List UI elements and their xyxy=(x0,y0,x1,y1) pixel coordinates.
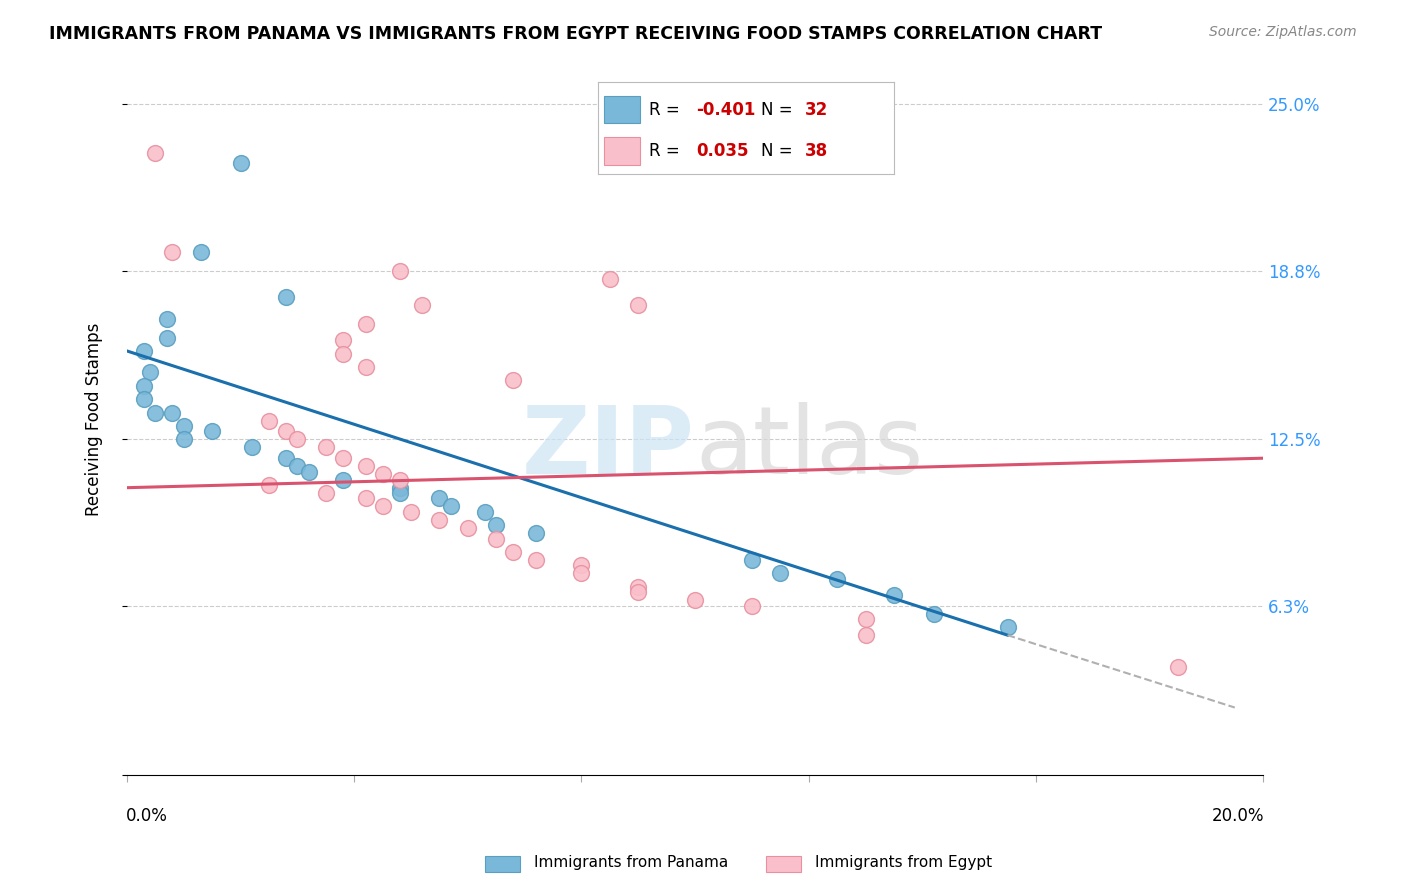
Point xyxy=(173,419,195,434)
Point xyxy=(274,290,297,304)
Point xyxy=(143,406,166,420)
Point xyxy=(627,298,650,312)
Point xyxy=(1167,660,1189,674)
Text: IMMIGRANTS FROM PANAMA VS IMMIGRANTS FROM EGYPT RECEIVING FOOD STAMPS CORRELATIO: IMMIGRANTS FROM PANAMA VS IMMIGRANTS FRO… xyxy=(49,25,1102,43)
Point xyxy=(429,513,451,527)
Point xyxy=(332,451,354,466)
Point xyxy=(388,486,411,500)
Text: Source: ZipAtlas.com: Source: ZipAtlas.com xyxy=(1209,25,1357,39)
Point xyxy=(411,298,433,312)
Point xyxy=(132,379,155,393)
Point xyxy=(429,491,451,506)
Point xyxy=(162,406,184,420)
Point xyxy=(240,441,263,455)
Point xyxy=(571,558,593,573)
Point xyxy=(274,425,297,439)
Point xyxy=(440,500,463,514)
Point xyxy=(855,628,877,642)
Point xyxy=(285,433,308,447)
Text: 20.0%: 20.0% xyxy=(1212,806,1264,824)
Point xyxy=(769,566,792,581)
Point xyxy=(315,486,337,500)
Point xyxy=(371,500,394,514)
Point xyxy=(502,374,524,388)
Point xyxy=(388,481,411,495)
Point xyxy=(257,414,280,428)
Point xyxy=(571,566,593,581)
Point xyxy=(354,317,377,331)
Point xyxy=(457,521,479,535)
Point xyxy=(274,451,297,466)
Point xyxy=(285,459,308,474)
Point xyxy=(257,478,280,492)
Text: Immigrants from Egypt: Immigrants from Egypt xyxy=(815,855,993,870)
Point xyxy=(599,271,621,285)
Y-axis label: Receiving Food Stamps: Receiving Food Stamps xyxy=(86,323,103,516)
Text: 0.0%: 0.0% xyxy=(125,806,167,824)
Point xyxy=(485,532,508,546)
Point xyxy=(399,505,422,519)
Text: atlas: atlas xyxy=(695,401,924,494)
Point xyxy=(741,553,763,567)
Point xyxy=(485,518,508,533)
Point xyxy=(388,263,411,277)
Point xyxy=(388,473,411,487)
Point xyxy=(474,505,496,519)
Point xyxy=(922,607,945,621)
Point xyxy=(162,244,184,259)
Point xyxy=(143,145,166,160)
Point xyxy=(883,588,905,602)
Text: ZIP: ZIP xyxy=(522,401,695,494)
Point xyxy=(855,612,877,626)
Point xyxy=(132,392,155,407)
Point xyxy=(132,343,155,358)
Point xyxy=(201,425,224,439)
Point xyxy=(229,156,252,170)
Point xyxy=(173,433,195,447)
Point xyxy=(332,473,354,487)
Point xyxy=(332,346,354,360)
Point xyxy=(138,365,160,379)
Point xyxy=(825,572,848,586)
Point xyxy=(156,330,179,344)
Point xyxy=(156,311,179,326)
Point xyxy=(524,526,547,541)
Point xyxy=(354,359,377,374)
Point xyxy=(190,244,212,259)
Point xyxy=(371,467,394,482)
Point xyxy=(627,580,650,594)
Point xyxy=(683,593,706,607)
Point xyxy=(524,553,547,567)
Point xyxy=(298,465,321,479)
Point xyxy=(502,545,524,559)
Point xyxy=(315,441,337,455)
Point xyxy=(741,599,763,613)
Point xyxy=(997,620,1019,634)
Point xyxy=(332,333,354,347)
Text: Immigrants from Panama: Immigrants from Panama xyxy=(534,855,728,870)
Point xyxy=(354,459,377,474)
Point xyxy=(354,491,377,506)
Point xyxy=(627,585,650,599)
